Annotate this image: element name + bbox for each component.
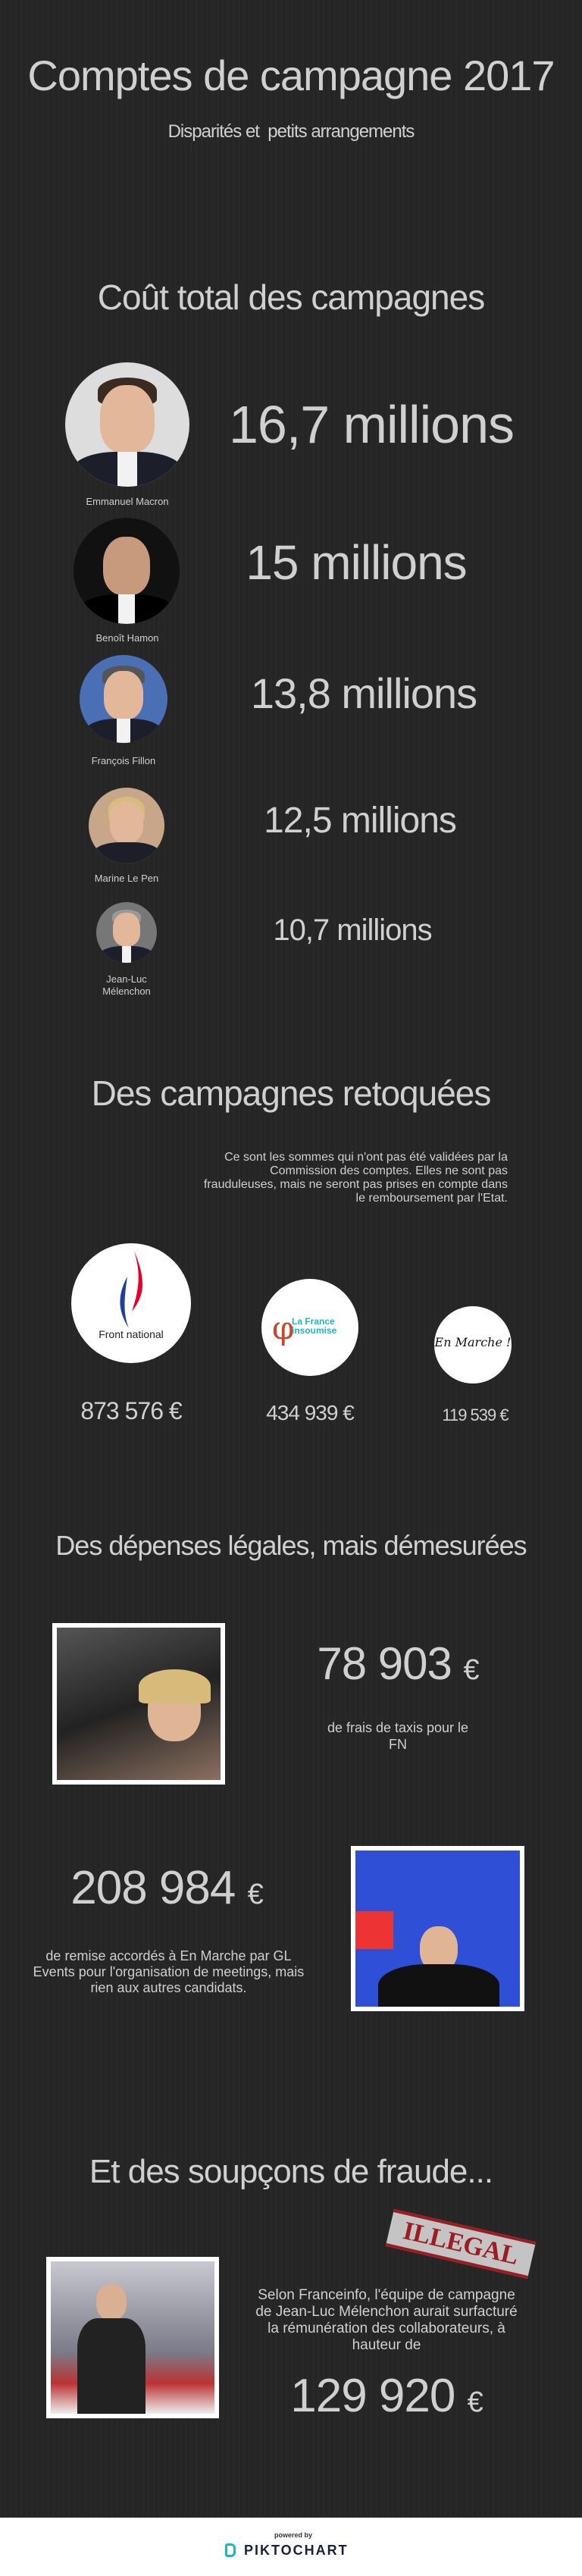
section-heading-legal: Des dépenses légales, mais démesurées — [55, 1530, 527, 1561]
en-marche-logo: En Marche ! — [434, 1306, 512, 1384]
candidate-name: Marine Le Pen — [94, 873, 159, 884]
fraud-description: Selon Franceinfo, l'équipe de campagne d… — [255, 2287, 518, 2353]
macron-photo — [65, 362, 189, 487]
cost-amount: 12,5 millions — [264, 801, 457, 841]
footer: powered by PIKTOCHART — [0, 2518, 582, 2576]
lfi-amount: 434 939 € — [266, 1401, 355, 1424]
hamon-photo — [74, 518, 180, 624]
taxi-description: de frais de taxis pour le FN — [327, 1720, 469, 1752]
cost-amount: 10,7 millions — [273, 914, 432, 947]
flame-icon — [120, 1251, 143, 1328]
powered-by-label: powered by — [274, 2531, 313, 2539]
taxi-amount: 78 903 € — [317, 1638, 479, 1689]
section-heading-fraud: Et des soupçons de fraude... — [89, 2153, 493, 2190]
gl-events-amount: 208 984 € — [70, 1862, 264, 1914]
illegal-stamp: ILLEGAL — [385, 2209, 537, 2279]
page-title: Comptes de campagne 2017 — [27, 52, 555, 99]
section-heading-rejected: Des campagnes retoquées — [91, 1073, 492, 1113]
page-subtitle: Disparités et petits arrangements — [167, 121, 415, 142]
piktochart-logo-icon — [225, 2543, 236, 2557]
melenchon-rally-photo — [46, 2257, 219, 2418]
cost-amount: 15 millions — [246, 535, 467, 590]
macron-rally-photo — [351, 1846, 524, 2011]
candidate-name: Jean-Luc Mélenchon — [102, 973, 151, 997]
melenchon-photo — [96, 902, 157, 963]
fillon-photo — [80, 655, 167, 743]
fraud-amount: 129 920 € — [290, 2370, 483, 2422]
rejected-description: Ce sont les sommes qui n'ont pas été val… — [203, 1151, 508, 1205]
em-amount: 119 539 € — [442, 1406, 508, 1424]
cost-amount: 13,8 millions — [250, 669, 477, 717]
candidate-name: Benoît Hamon — [95, 632, 159, 644]
france-insoumise-logo: φ La France insoumise — [261, 1279, 358, 1376]
gl-events-description: de remise accordés à En Marche par GL Ev… — [33, 1948, 305, 1995]
section-heading-costs: Coût total des campagnes — [97, 277, 485, 317]
piktochart-brand[interactable]: PIKTOCHART — [244, 2543, 349, 2558]
le-pen-photo — [89, 788, 164, 863]
fn-amount: 873 576 € — [80, 1397, 182, 1424]
candidate-name: François Fillon — [91, 755, 156, 766]
candidate-name: Emmanuel Macron — [86, 496, 169, 507]
cost-amount: 16,7 millions — [228, 395, 515, 454]
le-pen-taxi-photo — [52, 1623, 225, 1785]
front-national-logo: Front national — [71, 1243, 191, 1363]
